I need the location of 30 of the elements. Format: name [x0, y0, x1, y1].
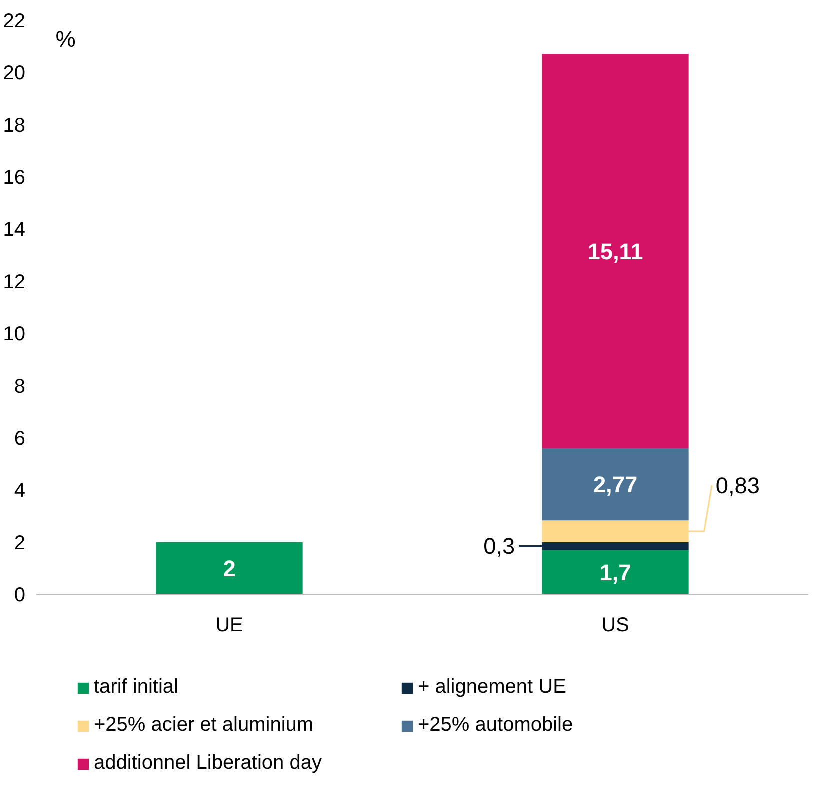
- data-label: 2,77: [593, 472, 638, 498]
- y-tick-label: 8: [14, 376, 26, 398]
- legend-label: tarif initial: [94, 676, 180, 699]
- data-label: 15,11: [588, 238, 644, 264]
- legend-label: + alignement UE: [418, 676, 568, 699]
- y-tick-label: 0: [14, 584, 26, 606]
- y-tick-label: 10: [3, 324, 26, 346]
- data-label: 0,83: [716, 472, 760, 499]
- y-tick-label: 14: [3, 219, 26, 242]
- y-tick-label: 6: [14, 428, 26, 450]
- bar: [542, 550, 689, 594]
- y-tick-label: 18: [3, 114, 26, 137]
- x-tick-label: US: [602, 614, 630, 636]
- y-tick-label: 20: [3, 62, 26, 85]
- x-tick-label: UE: [216, 614, 244, 636]
- data-label: 0,3: [484, 533, 516, 560]
- legend-label: +25% automobile: [418, 714, 574, 737]
- data-label: 1,7: [600, 559, 632, 586]
- y-tick-label: 2: [14, 532, 26, 554]
- bar: [156, 542, 303, 594]
- bar: [542, 448, 689, 521]
- y-tick-label: 16: [3, 167, 26, 190]
- y-tick-label: 4: [14, 480, 26, 502]
- data-label: 2: [223, 555, 236, 582]
- legend-label: additionnel Liberation day: [94, 752, 323, 775]
- y-tick-label: 22: [3, 10, 26, 32]
- bar: [542, 54, 689, 448]
- y-axis-title: %: [56, 26, 76, 52]
- legend-label: +25% acier et aluminium: [94, 714, 315, 737]
- y-tick-label: 12: [3, 271, 26, 294]
